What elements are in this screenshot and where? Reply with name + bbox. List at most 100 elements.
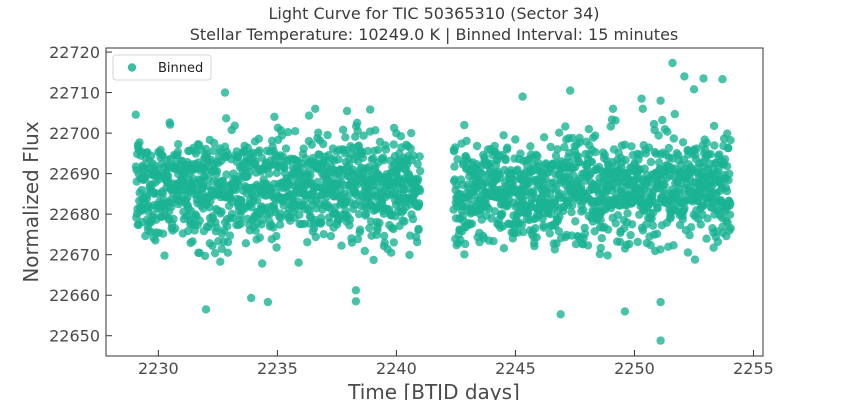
scatter-point [462, 136, 471, 146]
scatter-point [173, 147, 183, 156]
scatter-point [264, 169, 274, 178]
scatter-point [692, 144, 701, 153]
scatter-point [690, 255, 700, 264]
scatter-point [579, 205, 588, 215]
scatter-point [709, 243, 718, 252]
scatter-point [575, 138, 584, 147]
scatter-point [281, 144, 291, 153]
scatter-point [656, 96, 665, 105]
scatter-point [499, 131, 508, 140]
scatter-point [354, 210, 364, 219]
scatter-point [713, 237, 723, 246]
scatter-point [167, 202, 176, 211]
scatter-point [414, 224, 423, 234]
scatter-point [338, 125, 348, 134]
scatter-point [171, 224, 180, 233]
x-tick-label: 2230 [138, 359, 179, 378]
scatter-point [531, 224, 540, 233]
scatter-point [620, 307, 630, 316]
scatter-point [311, 104, 320, 114]
scatter-point [345, 215, 355, 224]
scatter-point [580, 223, 589, 233]
scatter-point [545, 229, 554, 238]
scatter-point [160, 251, 169, 260]
legend-box [112, 54, 212, 81]
scatter-point [269, 223, 278, 232]
scatter-point [400, 217, 409, 226]
scatter-point [725, 210, 735, 219]
scatter-point [552, 239, 561, 248]
scatter-point [460, 250, 469, 259]
scatter-point [546, 210, 556, 219]
scatter-point [499, 244, 509, 253]
y-axis-label: Normalized Flux [19, 121, 43, 283]
scatter-point [654, 131, 663, 140]
scatter-point [568, 133, 577, 143]
scatter-point [253, 196, 262, 205]
scatter-point [450, 143, 460, 152]
scatter-point [323, 130, 332, 140]
scatter-point [561, 122, 570, 131]
scatter-point [703, 214, 712, 223]
scatter-point [678, 215, 687, 224]
scatter-point [334, 155, 343, 164]
scatter-point [294, 258, 303, 267]
scatter-point [351, 297, 361, 306]
scatter-point [359, 131, 368, 140]
scatter-point [169, 214, 178, 224]
scatter-point [158, 229, 168, 238]
scatter-point [387, 248, 396, 257]
scatter-point [247, 293, 256, 303]
scatter-point [374, 145, 383, 154]
scatter-point [251, 157, 260, 166]
scatter-point [644, 143, 654, 152]
scatter-point [270, 112, 279, 122]
scatter-point [699, 74, 708, 83]
scatter-point [726, 224, 735, 233]
scatter-point [230, 121, 239, 130]
scatter-point [202, 150, 212, 159]
scatter-point [414, 174, 423, 184]
scatter-point [503, 143, 512, 152]
scatter-point [654, 158, 664, 167]
scatter-point [174, 140, 183, 149]
scatter-point [489, 237, 498, 246]
scatter-point [663, 127, 672, 136]
scatter-point [314, 128, 323, 137]
scatter-point [408, 214, 418, 224]
scatter-point [633, 237, 642, 247]
scatter-point [222, 170, 231, 179]
scatter-point [646, 240, 655, 250]
scatter-point [680, 203, 689, 213]
scatter-point [236, 219, 246, 228]
scatter-point [217, 244, 226, 254]
scatter-point [722, 162, 732, 171]
chart-subtitle: Stellar Temperature: 10249.0 K | Binned … [190, 25, 679, 44]
x-tick-label: 2255 [733, 359, 774, 378]
scatter-point [470, 190, 479, 200]
scatter-point [627, 220, 637, 229]
scatter-point [669, 241, 678, 250]
scatter-point [416, 166, 425, 176]
scatter-point [241, 239, 251, 248]
scatter-point [415, 199, 424, 208]
scatter-point [611, 219, 620, 228]
scatter-point [587, 157, 597, 167]
legend: Binned [112, 54, 212, 81]
scatter-point [131, 110, 140, 119]
scatter-point [685, 231, 694, 240]
scatter-point [615, 237, 625, 246]
scatter-point [656, 245, 665, 254]
scatter-point [546, 142, 555, 152]
scatter-point [413, 237, 422, 247]
scatter-point [490, 207, 500, 216]
scatter-point [653, 204, 662, 213]
scatter-point [532, 233, 541, 242]
y-tick-label: 22700 [49, 124, 100, 143]
scatter-point [660, 180, 669, 189]
scatter-point [369, 255, 378, 265]
scatter-point [481, 179, 490, 188]
y-tick-label: 22690 [49, 165, 100, 184]
scatter-point [652, 229, 662, 238]
scatter-point [225, 231, 235, 240]
